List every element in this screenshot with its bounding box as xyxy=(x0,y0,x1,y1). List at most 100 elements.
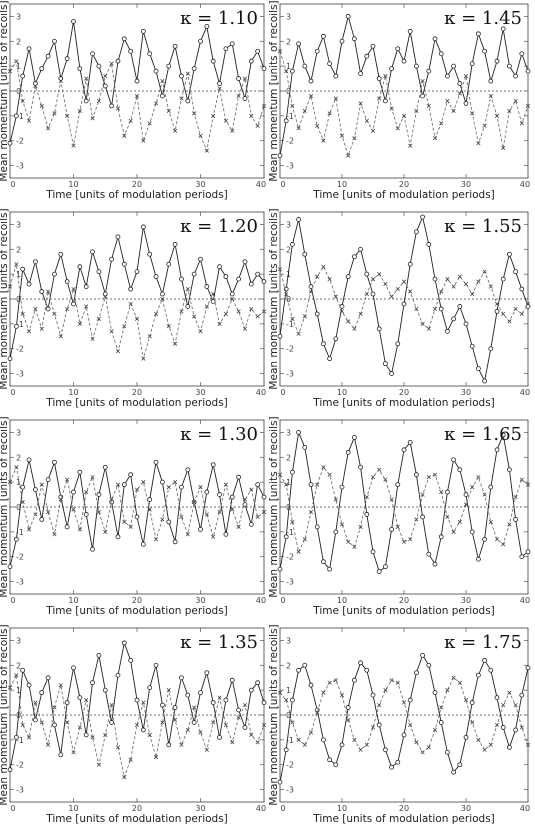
y-tick-label: 2 xyxy=(286,661,291,670)
data-point-circle xyxy=(236,76,242,81)
data-point-circle xyxy=(500,26,506,32)
data-point-cross xyxy=(470,291,475,297)
data-point-cross xyxy=(395,524,400,529)
data-point-cross xyxy=(160,78,165,84)
data-point-cross xyxy=(65,720,70,725)
x-tick-label: 30 xyxy=(461,804,471,813)
data-point-circle xyxy=(128,286,134,292)
data-point-cross xyxy=(401,700,407,705)
data-point-circle xyxy=(121,640,127,646)
data-point-cross xyxy=(432,472,438,477)
data-point-cross xyxy=(284,698,289,703)
x-axis-label: Time [units of modulation periods] xyxy=(45,397,228,409)
data-point-circle xyxy=(451,316,457,322)
data-point-cross xyxy=(339,693,345,698)
data-point-cross xyxy=(147,507,152,512)
data-point-circle xyxy=(513,517,518,522)
y-tick-label: -3 xyxy=(16,162,24,171)
data-point-circle xyxy=(153,662,159,668)
x-tick-label: 0 xyxy=(280,804,285,813)
y-tick-label: 2 xyxy=(286,37,291,46)
y-tick-label: -2 xyxy=(286,761,294,770)
data-point-cross xyxy=(389,106,394,111)
data-point-cross xyxy=(284,482,289,487)
data-point-cross xyxy=(33,700,38,705)
data-point-circle xyxy=(469,529,475,535)
series-line-dashed xyxy=(279,466,529,553)
data-point-cross xyxy=(501,702,506,708)
data-point-circle xyxy=(83,512,89,517)
data-point-circle xyxy=(64,700,70,705)
data-point-circle xyxy=(420,652,426,658)
data-point-cross xyxy=(364,494,369,500)
x-tick-label: 30 xyxy=(195,180,205,189)
data-point-circle xyxy=(370,692,376,698)
data-point-circle xyxy=(426,68,432,74)
data-point-circle xyxy=(296,41,302,47)
data-point-cross xyxy=(352,544,357,549)
data-point-circle xyxy=(58,752,64,758)
data-point-cross xyxy=(14,673,19,678)
data-point-cross xyxy=(501,311,506,316)
data-point-cross xyxy=(58,334,63,339)
data-point-circle xyxy=(519,554,525,560)
data-point-cross xyxy=(482,269,487,274)
data-point-circle xyxy=(451,63,457,69)
data-point-cross xyxy=(122,519,127,524)
data-point-circle xyxy=(261,66,267,72)
data-point-circle xyxy=(506,744,512,750)
data-point-circle xyxy=(513,269,518,275)
data-point-cross xyxy=(96,762,101,767)
data-point-cross xyxy=(103,732,108,737)
data-point-circle xyxy=(115,234,121,240)
data-point-cross xyxy=(290,316,295,321)
y-tick-label: -3 xyxy=(16,578,24,587)
data-point-circle xyxy=(185,692,191,698)
data-point-circle xyxy=(413,472,419,478)
data-point-circle xyxy=(500,432,506,438)
x-tick-label: 10 xyxy=(68,180,78,189)
data-point-circle xyxy=(147,251,153,257)
data-point-cross xyxy=(141,356,146,361)
panel-5: 0 10 20 30 40 -3 -2 -1 0 1 2 3 κ = 1.30 Time [units o… xyxy=(0,416,267,617)
y-tick-label: 1 xyxy=(16,270,21,279)
data-point-circle xyxy=(444,73,450,79)
data-point-cross xyxy=(482,492,487,497)
data-point-cross xyxy=(84,304,89,309)
data-point-circle xyxy=(451,457,457,463)
data-point-cross xyxy=(192,314,197,319)
data-point-circle xyxy=(248,281,254,287)
data-point-circle xyxy=(248,522,254,527)
series-line-dashed xyxy=(9,465,265,541)
data-point-circle xyxy=(469,700,475,705)
data-point-cross xyxy=(20,499,25,505)
data-point-circle xyxy=(413,670,419,676)
data-point-circle xyxy=(147,51,153,57)
data-point-cross xyxy=(296,549,301,554)
y-tick-label: 3 xyxy=(286,12,291,21)
y-tick-label: 2 xyxy=(286,245,291,254)
data-point-circle xyxy=(277,153,283,159)
data-point-cross xyxy=(46,742,51,747)
data-point-cross xyxy=(476,475,481,480)
data-point-circle xyxy=(401,732,407,738)
data-point-cross xyxy=(457,519,462,524)
data-point-circle xyxy=(525,665,531,671)
data-point-cross xyxy=(109,497,114,502)
data-point-circle xyxy=(96,652,102,658)
x-tick-label: 20 xyxy=(132,388,142,397)
data-point-cross xyxy=(160,296,165,302)
y-tick-label: 2 xyxy=(16,245,21,254)
data-point-circle xyxy=(463,492,469,497)
data-point-cross xyxy=(230,507,235,512)
data-point-circle xyxy=(71,301,76,307)
y-tick-label: -2 xyxy=(16,553,24,562)
data-point-cross xyxy=(339,522,345,527)
data-point-circle xyxy=(395,482,401,488)
data-point-cross xyxy=(173,480,178,485)
data-point-cross xyxy=(451,284,456,289)
data-point-circle xyxy=(506,251,512,257)
x-tick-label: 20 xyxy=(399,388,409,397)
data-point-circle xyxy=(457,81,463,86)
data-point-circle xyxy=(389,371,395,376)
